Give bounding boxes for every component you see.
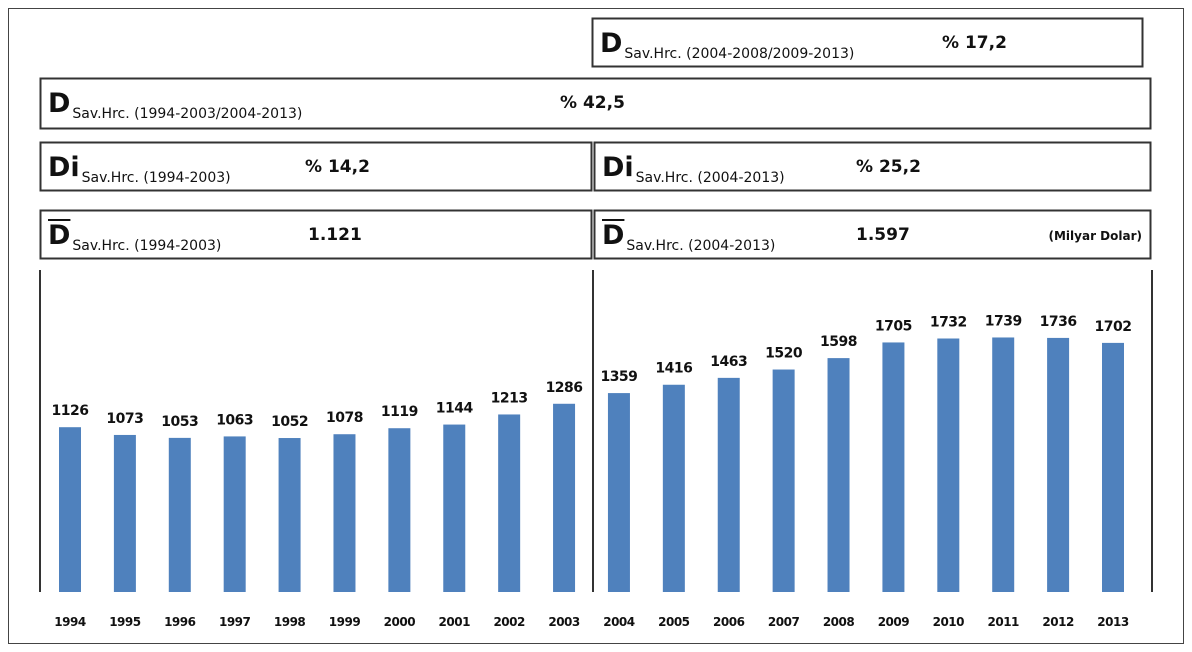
data-label: 1736: [1040, 314, 1077, 330]
data-label: 1732: [930, 314, 967, 330]
x-tick-label: 1999: [329, 615, 361, 629]
bar: [443, 424, 466, 592]
x-tick-label: 2005: [658, 615, 690, 629]
box: [39, 77, 1152, 130]
data-label: 1463: [710, 354, 747, 370]
subscript: Sav.Hrc. (2004-2013): [636, 170, 785, 186]
data-label: 1286: [546, 380, 583, 396]
x-tick-label: 1997: [219, 615, 251, 629]
x-tick-label: 1996: [164, 615, 196, 629]
bar: [223, 436, 246, 592]
x-tick-label: 1998: [274, 615, 306, 629]
x-tick-label: 2000: [384, 615, 416, 629]
bar: [388, 428, 411, 592]
symbol: D: [602, 220, 624, 251]
box-value: 1.121: [308, 225, 362, 245]
symbol: D: [600, 28, 622, 59]
bar: [662, 384, 685, 592]
x-tick-label: 2011: [988, 615, 1020, 629]
data-label: 1702: [1095, 319, 1132, 335]
data-label: 1053: [161, 414, 198, 430]
x-tick-label: 2001: [439, 615, 471, 629]
x-tick-label: 2013: [1097, 615, 1129, 629]
x-tick-label: 2008: [823, 615, 855, 629]
symbol: Di: [602, 152, 634, 183]
subscript: Sav.Hrc. (1994-2003/2004-2013): [72, 106, 302, 122]
bar: [59, 427, 81, 592]
x-tick-label: 1995: [109, 615, 141, 629]
subscript: Sav.Hrc. (2004-2008/2009-2013): [624, 46, 854, 62]
data-label: 1078: [326, 410, 363, 426]
box: [39, 141, 593, 192]
bar: [607, 393, 630, 592]
x-tick-label: 2012: [1042, 615, 1074, 629]
bar: [827, 358, 850, 592]
data-label: 1705: [875, 318, 912, 334]
data-label: 1144: [436, 401, 474, 417]
data-label: 1520: [765, 346, 803, 362]
bar: [278, 438, 301, 592]
bar: [113, 434, 136, 592]
subscript: Sav.Hrc. (1994-2003): [72, 238, 221, 254]
x-tick-label: 2003: [548, 615, 580, 629]
box-value: 1.597: [856, 225, 910, 245]
data-label: 1416: [655, 361, 692, 377]
data-label: 1213: [491, 390, 528, 406]
box: [593, 141, 1152, 192]
box-value: % 25,2: [856, 157, 921, 177]
x-tick-label: 2002: [493, 615, 525, 629]
bar: [937, 338, 960, 592]
bar: [772, 369, 795, 592]
box: [591, 17, 1144, 68]
bar: [333, 434, 356, 592]
unit-note: (Milyar Dolar): [1049, 229, 1143, 243]
bar: [882, 342, 905, 592]
x-tick-label: 2009: [878, 615, 910, 629]
x-tick-label: 2007: [768, 615, 800, 629]
x-tick-label: 2006: [713, 615, 745, 629]
data-label: 1598: [820, 334, 857, 350]
box-value: % 42,5: [560, 93, 625, 113]
bar: [1102, 342, 1124, 592]
x-tick-label: 1994: [54, 615, 86, 629]
data-label: 1359: [600, 369, 637, 385]
box-value: % 17,2: [942, 33, 1007, 53]
symbol: D: [48, 88, 70, 119]
bar: [498, 414, 521, 592]
x-tick-label: 2010: [933, 615, 965, 629]
symbol: Di: [48, 152, 80, 183]
symbol: D: [48, 220, 70, 251]
data-label: 1063: [216, 412, 253, 428]
data-label: 1119: [381, 404, 418, 420]
x-tick-label: 2004: [603, 615, 635, 629]
bar: [992, 337, 1015, 592]
box-value: % 14,2: [305, 157, 370, 177]
bar: [168, 437, 191, 592]
subscript: Sav.Hrc. (1994-2003): [82, 170, 231, 186]
frame: [8, 8, 1184, 644]
data-label: 1126: [52, 403, 89, 419]
box: [593, 209, 1152, 260]
bar: [1047, 337, 1070, 592]
bar: [717, 377, 740, 592]
bar: [553, 403, 576, 592]
data-label: 1739: [985, 313, 1022, 329]
box: [39, 209, 593, 260]
data-label: 1073: [106, 411, 143, 427]
data-label: 1052: [271, 414, 308, 430]
subscript: Sav.Hrc. (2004-2013): [626, 238, 775, 254]
